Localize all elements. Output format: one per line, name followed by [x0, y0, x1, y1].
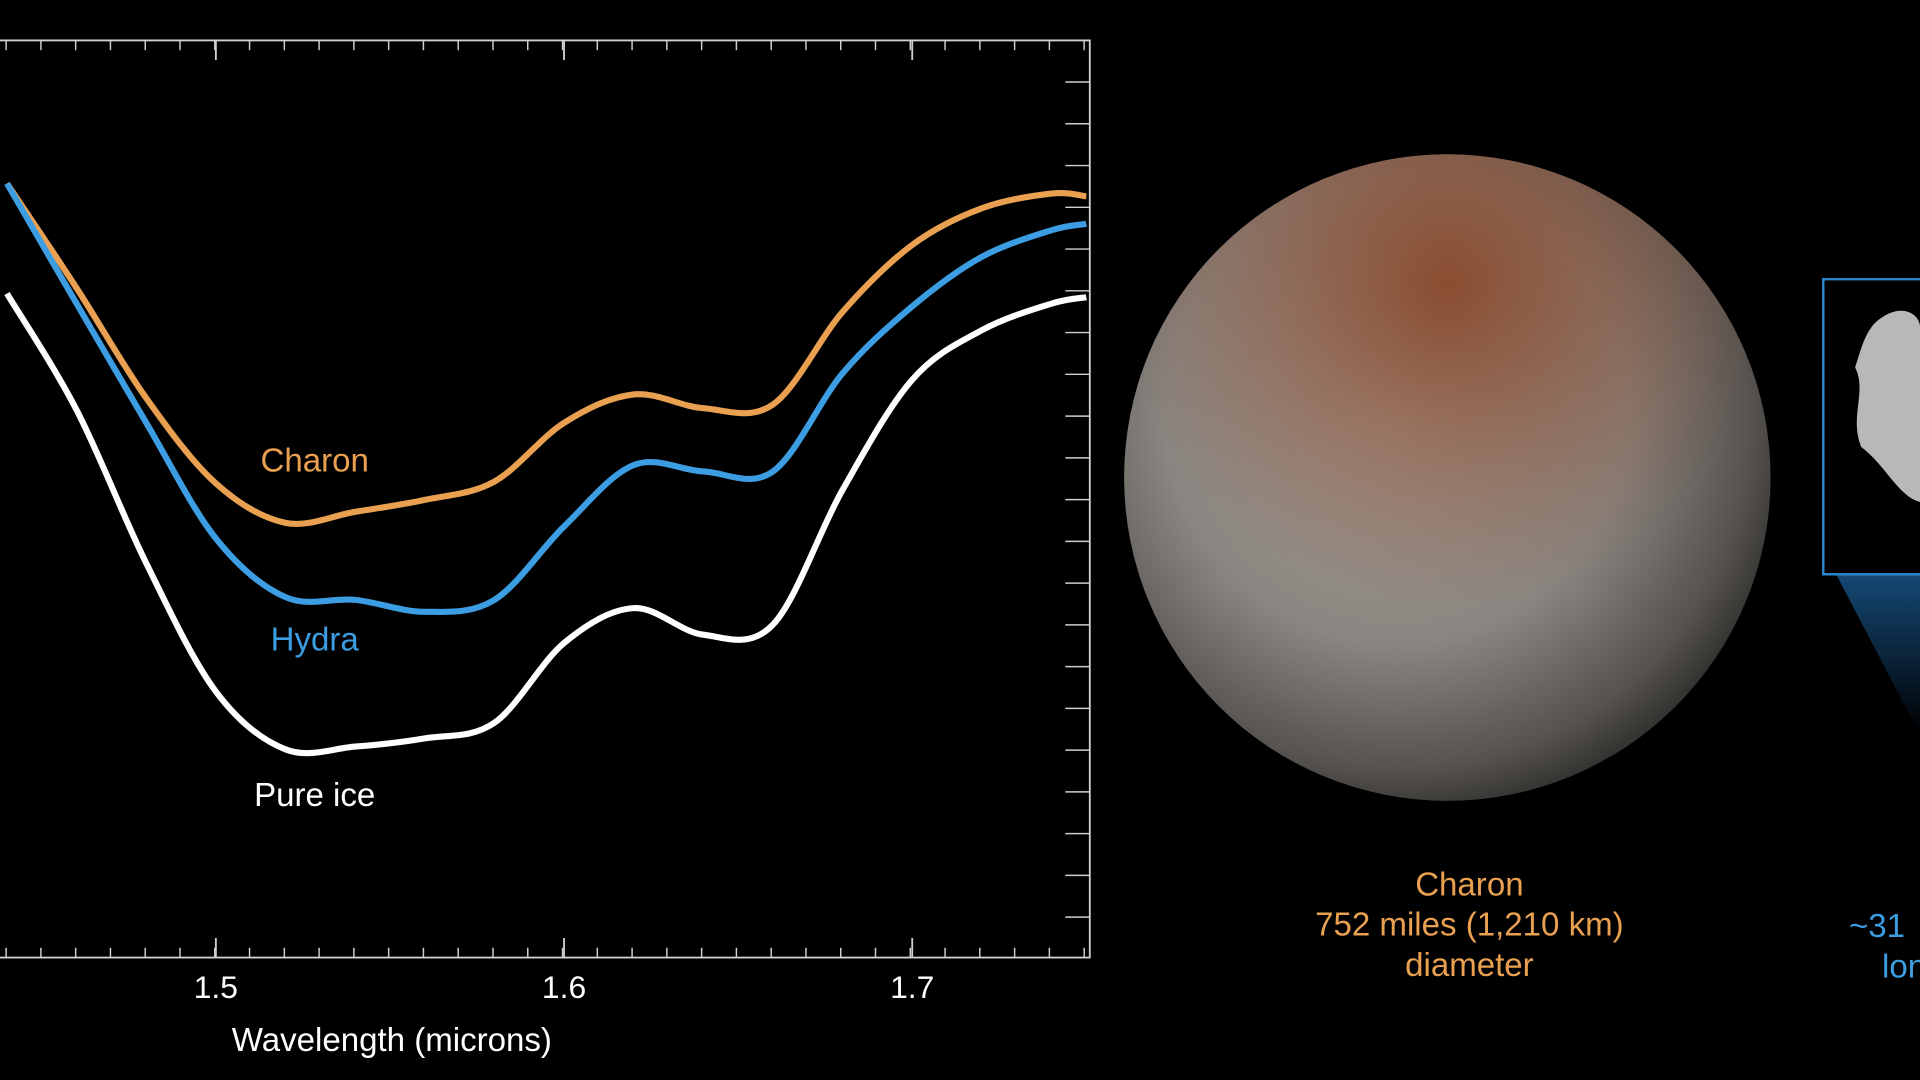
series-line [4, 181, 1087, 527]
caption-line: diameter [1405, 947, 1534, 984]
captions: Charon 752 miles (1,210 km)diameter ~31lon [1315, 866, 1920, 985]
series-label: Charon [260, 443, 368, 480]
x-tick-label: 1.5 [194, 969, 238, 1005]
hydra-image [1855, 310, 1920, 503]
zoom-beam [1836, 575, 1920, 735]
series-line [4, 181, 1087, 615]
plot-frame [0, 39, 1091, 959]
minor-ticks [5, 40, 1090, 958]
x-tick-label: 1.6 [542, 969, 586, 1005]
x-tick-label: 1.7 [890, 969, 934, 1005]
series-label: Pure ice [254, 777, 375, 814]
caption-line: Charon [1415, 866, 1523, 903]
charon-cap [1124, 154, 1771, 801]
series-label: Hydra [271, 621, 360, 658]
caption-line: 752 miles (1,210 km) [1315, 907, 1624, 944]
caption-line: ~31 [1849, 908, 1905, 945]
caption-line: lon [1882, 948, 1920, 985]
x-axis-title: Wavelength (microns) [232, 1022, 552, 1059]
series-line [4, 291, 1087, 757]
